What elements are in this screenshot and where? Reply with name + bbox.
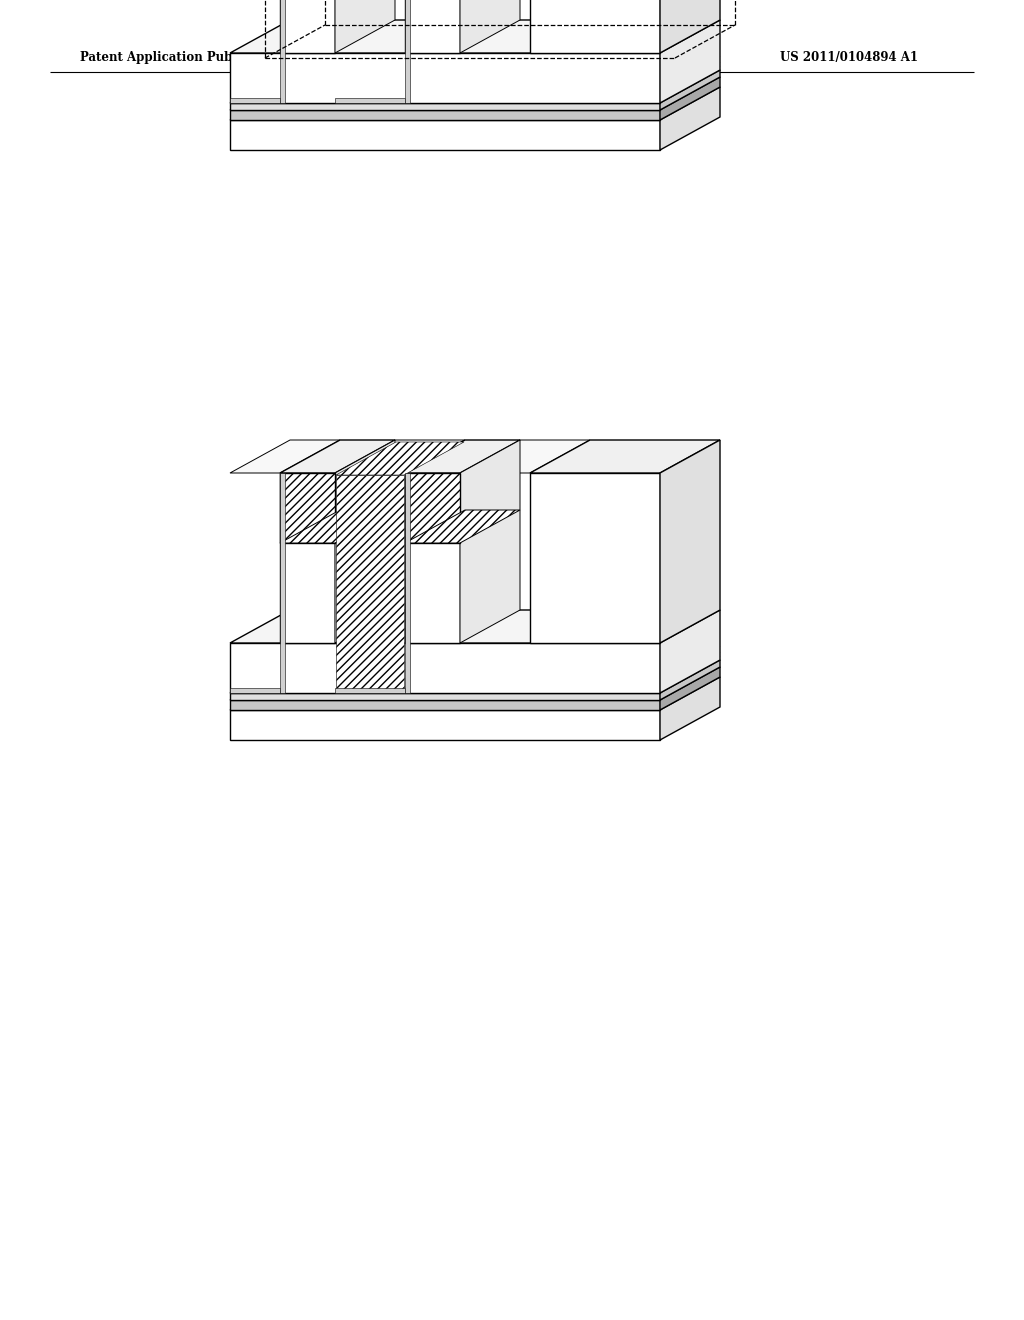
Polygon shape [660,70,720,110]
Polygon shape [530,0,660,53]
Polygon shape [335,0,395,53]
Polygon shape [230,643,660,693]
Polygon shape [280,0,285,103]
Polygon shape [660,0,720,53]
Text: 37: 37 [257,77,272,90]
Polygon shape [230,20,720,53]
Text: May 5, 2011   Sheet 8 of 10: May 5, 2011 Sheet 8 of 10 [340,50,520,63]
Text: 33: 33 [359,469,375,482]
Polygon shape [406,440,520,473]
Polygon shape [335,440,465,473]
Text: Patent Application Publication: Patent Application Publication [80,50,283,63]
Polygon shape [530,440,720,473]
Text: FIG. 2N: FIG. 2N [473,686,551,704]
Polygon shape [230,53,660,103]
Polygon shape [660,440,720,643]
Text: 38A: 38A [403,667,427,680]
Polygon shape [230,87,720,120]
Polygon shape [660,77,720,120]
Polygon shape [336,475,404,690]
Text: US 2011/0104894 A1: US 2011/0104894 A1 [780,50,918,63]
Text: 101: 101 [327,55,349,69]
Polygon shape [660,610,720,693]
Polygon shape [230,110,660,120]
Text: 101: 101 [327,645,349,659]
Polygon shape [406,0,460,53]
Polygon shape [280,473,335,543]
Text: 38A: 38A [403,77,427,90]
Polygon shape [230,77,720,110]
Polygon shape [460,440,590,473]
Polygon shape [335,98,406,103]
Polygon shape [230,700,660,710]
Text: FIG. 2M: FIG. 2M [471,125,553,144]
Text: 47: 47 [450,594,465,606]
Polygon shape [460,0,520,53]
Polygon shape [230,120,660,150]
Polygon shape [660,660,720,700]
Polygon shape [660,667,720,710]
Text: 31A: 31A [249,685,272,698]
Polygon shape [230,693,660,700]
Polygon shape [460,440,520,643]
Polygon shape [406,473,410,693]
Text: 36: 36 [470,667,485,680]
Text: 32: 32 [331,623,348,652]
Polygon shape [335,440,395,643]
Text: 32: 32 [331,34,348,62]
Polygon shape [406,510,520,543]
Text: 36: 36 [470,77,485,90]
Text: 31A: 31A [249,95,272,108]
Polygon shape [280,440,395,473]
Polygon shape [230,710,660,741]
Polygon shape [406,0,410,103]
Polygon shape [280,473,285,693]
Polygon shape [230,103,660,110]
Polygon shape [230,610,720,643]
Polygon shape [230,98,280,103]
Polygon shape [230,677,720,710]
Polygon shape [336,442,464,475]
Text: 37: 37 [257,667,272,680]
Polygon shape [230,440,340,473]
Polygon shape [280,473,335,643]
Polygon shape [660,677,720,741]
Polygon shape [230,70,720,103]
Text: 46: 46 [290,598,305,611]
Polygon shape [406,473,460,643]
Polygon shape [660,87,720,150]
Polygon shape [280,510,395,543]
Polygon shape [230,688,280,693]
Text: 45A: 45A [249,67,272,81]
Polygon shape [280,0,335,53]
Polygon shape [406,473,460,543]
Polygon shape [230,667,720,700]
Polygon shape [230,660,720,693]
Polygon shape [335,688,406,693]
Polygon shape [660,20,720,103]
Text: 33: 33 [484,469,500,482]
Polygon shape [530,473,660,643]
